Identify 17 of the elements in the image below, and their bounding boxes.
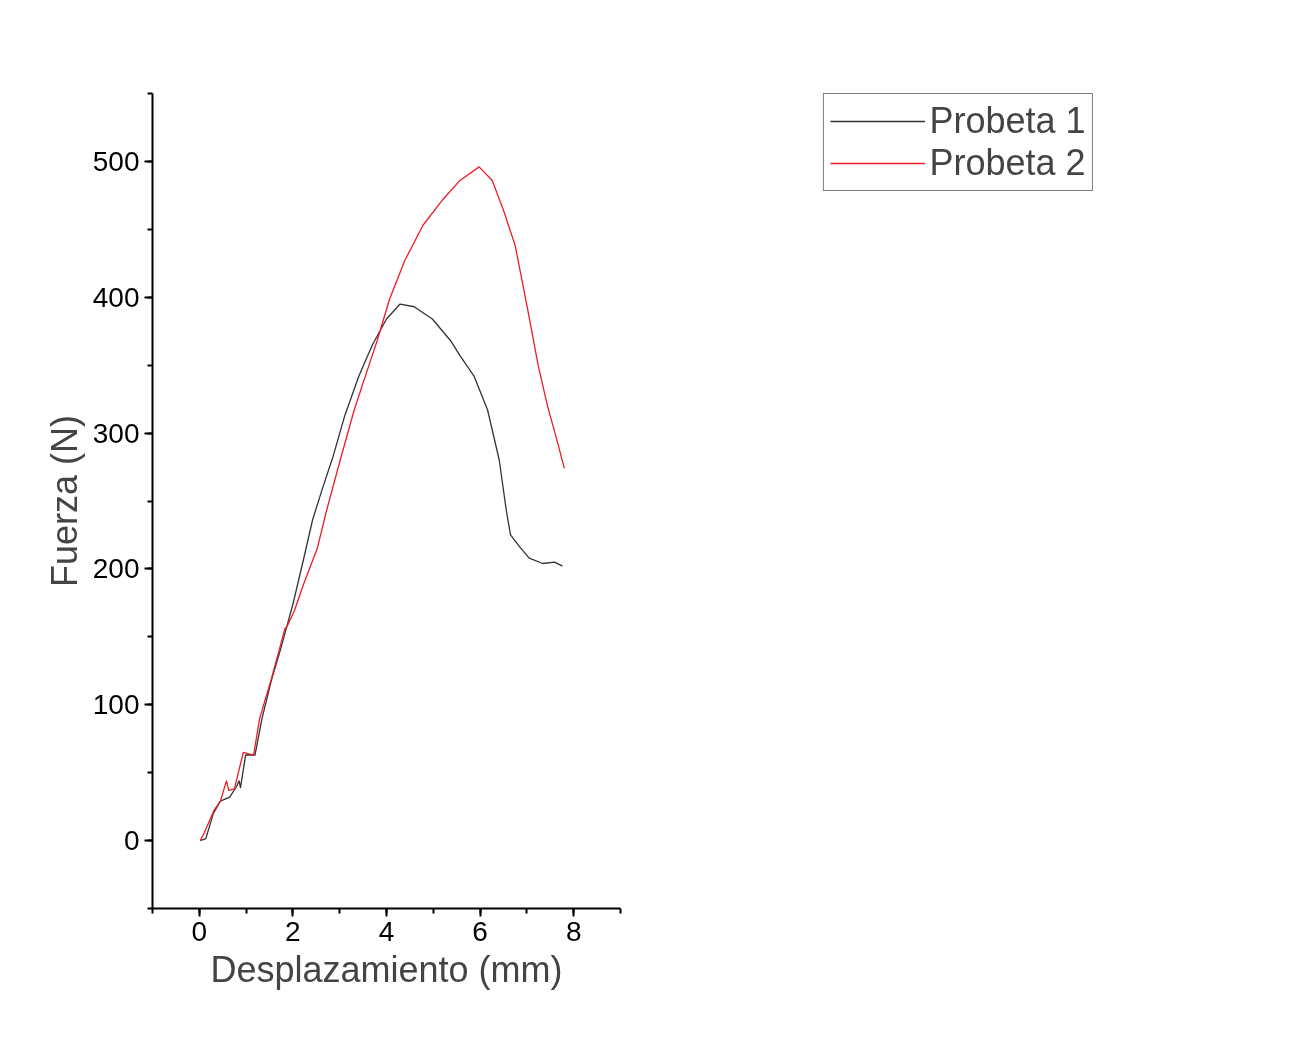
legend-label: Probeta 1 [929, 100, 1086, 142]
x-tick-label: 4 [378, 915, 395, 947]
x-tick-label: 6 [472, 915, 488, 947]
x-tick-label: 8 [565, 915, 582, 947]
y-tick-label: 300 [92, 417, 140, 449]
y-axis-title: Fuerza (N) [43, 414, 85, 588]
y-tick-label: 400 [92, 281, 140, 313]
y-tick-label: 500 [92, 145, 140, 177]
x-axis-title: Desplazamiento (mm) [210, 948, 563, 990]
line-series [199, 303, 564, 842]
legend-label: Probeta 2 [929, 142, 1086, 184]
y-tick-label: 100 [92, 689, 140, 721]
x-tick-label: 2 [285, 915, 301, 947]
y-tick-label: 0 [123, 825, 140, 857]
line-series [199, 166, 565, 842]
x-tick-label: 0 [191, 915, 208, 947]
y-tick-label: 200 [92, 553, 140, 585]
